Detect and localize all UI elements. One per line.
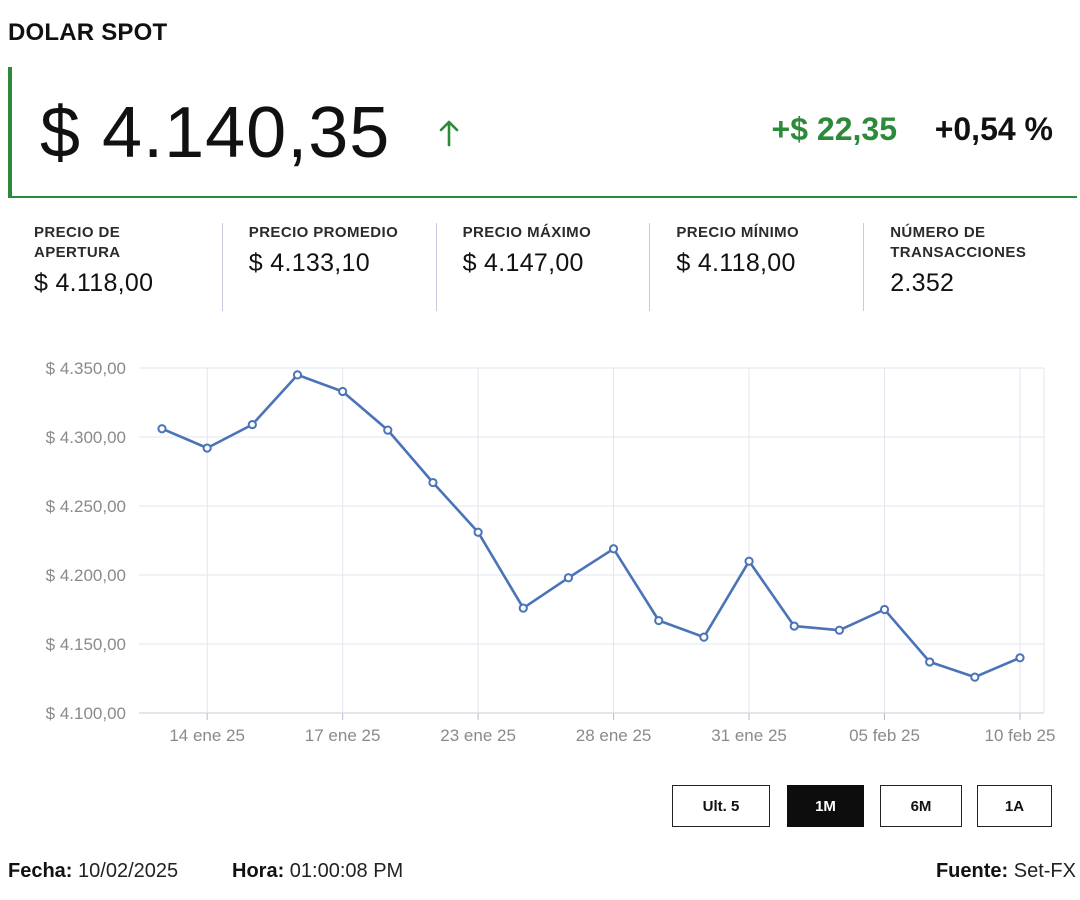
stat-value: $ 4.133,10: [248, 249, 370, 277]
page-title: DOLAR SPOT: [8, 19, 168, 46]
data-point: [970, 672, 980, 682]
x-tick-label: 31 ene 25: [711, 726, 787, 745]
data-point: [292, 370, 303, 380]
range-selector: Ult. 5 1M 6M 1A: [0, 785, 1080, 827]
stat-value: 2.352: [890, 269, 955, 297]
data-point: [879, 604, 890, 615]
range-button-1m[interactable]: 1M: [787, 785, 864, 827]
stat-max-price: PRECIO MÁXIMO $ 4.147,00: [435, 223, 650, 311]
source-label: Fuente:: [935, 860, 1009, 882]
data-point: [1015, 653, 1025, 663]
stat-value: $ 4.118,00: [34, 269, 154, 297]
y-tick-label: $ 4.200,00: [46, 566, 126, 585]
y-tick-label: $ 4.300,00: [46, 428, 126, 447]
data-point: [383, 425, 393, 435]
y-tick-label: $ 4.350,00: [46, 359, 126, 378]
data-point: [247, 419, 257, 430]
data-point: [654, 615, 664, 626]
stats-row: PRECIO DE APERTURA $ 4.118,00 PRECIO PRO…: [8, 223, 1077, 311]
data-point: [744, 556, 754, 566]
data-point: [473, 527, 483, 537]
data-point: [699, 632, 709, 642]
stat-average-price: PRECIO PROMEDIO $ 4.133,10: [221, 223, 436, 311]
price-change: +$ 22,35: [771, 111, 897, 147]
x-tick-label: 14 ene 25: [169, 726, 245, 745]
stat-label: NÚMERO DE TRANSACCIONES: [890, 224, 1027, 261]
time-value: 01:00:08 PM: [289, 860, 404, 882]
x-tick-label: 28 ene 25: [576, 726, 652, 745]
data-point: [428, 477, 438, 488]
range-button-6m[interactable]: 6M: [880, 785, 962, 827]
data-point: [925, 657, 935, 667]
date-label: Fecha:: [8, 860, 73, 882]
data-point: [202, 443, 212, 453]
data-point: [518, 603, 528, 613]
stat-label: PRECIO PROMEDIO: [248, 224, 399, 241]
data-point: [157, 424, 167, 434]
stat-label: PRECIO DE APERTURA: [34, 224, 121, 261]
price-change-percent: +0,54 %: [934, 111, 1053, 147]
price-line-chart: $ 4.350,00 $ 4.300,00 $ 4.250,00 $ 4.200,00…: [46, 359, 1056, 745]
stat-value: $ 4.147,00: [462, 249, 584, 277]
x-tick-label: 17 ene 25: [305, 726, 381, 745]
y-tick-label: $ 4.150,00: [46, 635, 126, 654]
range-button-last-5[interactable]: Ult. 5: [672, 785, 770, 827]
footer-source: Fuente: Set-FX: [936, 860, 1076, 883]
footer-time: Hora: 01:00:08 PM: [232, 860, 403, 883]
stat-label: PRECIO MÁXIMO: [462, 224, 592, 241]
stat-label: PRECIO MÍNIMO: [676, 224, 800, 241]
arrow-up-icon: [439, 120, 459, 147]
stat-min-price: PRECIO MÍNIMO $ 4.118,00: [649, 223, 863, 311]
x-tick-label: 10 feb 25: [985, 726, 1056, 745]
stat-opening-price: PRECIO DE APERTURA $ 4.118,00: [8, 223, 222, 311]
data-point: [338, 386, 348, 397]
y-tick-label: $ 4.250,00: [46, 497, 126, 516]
data-point: [834, 625, 844, 635]
date-value: 10/02/2025: [78, 860, 179, 882]
stat-transactions: NÚMERO DE TRANSACCIONES 2.352: [863, 223, 1077, 311]
data-point: [563, 573, 574, 583]
x-tick-label: 05 feb 25: [849, 726, 920, 745]
data-point: [608, 544, 619, 554]
current-price: $ 4.140,35: [40, 93, 391, 173]
range-button-1a[interactable]: 1A: [977, 785, 1052, 827]
series-line: [161, 373, 1021, 679]
x-tick-label: 23 ene 25: [440, 726, 516, 745]
footer: Fecha: 10/02/2025 Hora: 01:00:08 PM Fuen…: [8, 860, 1076, 888]
y-tick-label: $ 4.100,00: [46, 704, 126, 723]
footer-date: Fecha: 10/02/2025: [8, 860, 178, 883]
price-panel: $ 4.140,35 +$ 22,35 +0,54 %: [8, 67, 1077, 198]
stat-value: $ 4.118,00: [676, 249, 796, 277]
source-value: Set-FX: [1013, 860, 1076, 882]
time-label: Hora:: [232, 860, 285, 882]
data-point: [789, 621, 799, 631]
